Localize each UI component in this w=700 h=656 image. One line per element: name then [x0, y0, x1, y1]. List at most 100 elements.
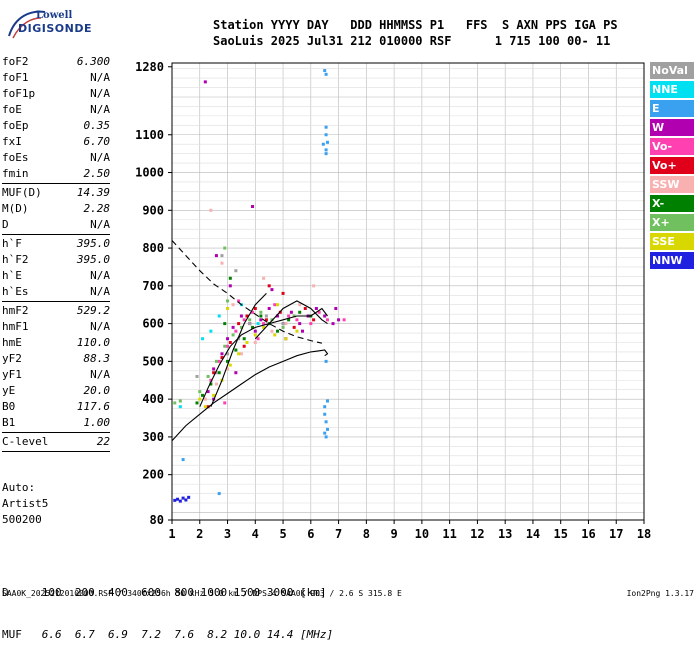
echo-point: [248, 322, 252, 326]
echo-point: [314, 306, 318, 310]
muf-muf-label: MUF: [2, 628, 22, 641]
echo-point: [309, 322, 313, 326]
echo-point: [270, 329, 274, 333]
echo-point: [270, 288, 274, 292]
echo-point: [267, 284, 271, 288]
echo-point: [206, 374, 210, 378]
y-tick-label: 900: [142, 203, 164, 217]
x-tick-label: 14: [526, 527, 540, 541]
legend-item-vo-: Vo+: [650, 157, 694, 174]
y-tick-labels: 80 200 300 400 500 600 700 800 900 1000 1100 1280: [135, 60, 172, 527]
echo-point: [289, 310, 293, 314]
echo-point: [203, 80, 207, 84]
echo-point: [264, 314, 268, 318]
param-value: N/A: [90, 320, 110, 333]
param-row-yf2: yF2 88.3: [2, 351, 110, 367]
echo-point: [228, 276, 232, 280]
param-value: 2.28: [83, 202, 111, 215]
y-tick-label: 600: [142, 317, 164, 331]
trace-line: [254, 300, 328, 340]
param-name: B0: [2, 400, 16, 413]
echo-point: [203, 405, 207, 409]
x-tick-label: 18: [637, 527, 651, 541]
x-tick-label: 15: [553, 527, 567, 541]
echo-point: [323, 412, 327, 416]
echo-point: [223, 246, 227, 250]
y-tick-label: 300: [142, 430, 164, 444]
param-row-fmin: fmin 2.50: [2, 166, 110, 182]
x-tick-label: 10: [415, 527, 429, 541]
echo-point: [176, 497, 180, 501]
echo-point: [300, 329, 304, 333]
param-value: 20.0: [83, 384, 111, 397]
echo-point: [251, 325, 255, 329]
echo-point: [324, 148, 328, 152]
echo-point: [312, 284, 316, 288]
echo-point: [173, 401, 177, 405]
x-tick-label: 8: [363, 527, 370, 541]
y-tick-label: 1000: [135, 166, 164, 180]
param-separator: [2, 451, 110, 452]
param-name: foF1p: [2, 87, 36, 100]
echo-point: [262, 276, 266, 280]
muf-d-label: D: [2, 586, 9, 599]
param-name: fxI: [2, 135, 22, 148]
legend-item-vo-: Vo-: [650, 138, 694, 155]
echo-point: [217, 371, 221, 375]
logo-swoosh-icon: [8, 10, 46, 39]
echo-point: [259, 310, 263, 314]
muf-distance-row: D 100 200 400 600 800 1000 1500 3000 [km…: [2, 586, 333, 600]
echo-point: [284, 337, 288, 341]
echo-point: [234, 371, 238, 375]
echo-point: [178, 399, 182, 403]
param-value: N/A: [90, 285, 110, 298]
echo-point: [295, 318, 299, 322]
param-name: yE: [2, 384, 16, 397]
echo-point: [220, 356, 224, 360]
echo-point: [239, 325, 243, 329]
echo-point: [242, 344, 246, 348]
echo-point: [212, 393, 216, 397]
param-name: h`Es: [2, 285, 29, 298]
logo-text-digisonde: DIGISONDE: [18, 22, 92, 35]
echo-point: [223, 401, 227, 405]
x-tick-label: 17: [609, 527, 623, 541]
echo-point: [214, 382, 218, 386]
legend-item-x-: X-: [650, 195, 694, 212]
echo-point: [234, 269, 238, 273]
echo-point: [173, 498, 177, 502]
echo-point: [181, 496, 185, 500]
echo-point: [324, 72, 328, 76]
station-header: Station YYYY DAY DDD HHMMSS P1 FFS S AXN…: [213, 17, 618, 49]
echo-point: [231, 303, 235, 307]
param-value: N/A: [90, 71, 110, 84]
echo-point: [276, 329, 280, 333]
echo-point: [323, 69, 327, 73]
echo-point: [324, 420, 328, 424]
echo-point: [234, 348, 238, 352]
y-tick-label: 500: [142, 354, 164, 368]
echo-point: [198, 390, 202, 394]
echo-point: [292, 314, 296, 318]
echo-point: [239, 352, 243, 356]
echo-point: [195, 374, 199, 378]
param-row-ye: yE 20.0: [2, 383, 110, 399]
echo-point: [217, 359, 221, 363]
legend-item-nnw: NNW: [650, 252, 694, 269]
echo-point: [273, 303, 277, 307]
muf-value-row: MUF 6.6 6.7 6.9 7.2 7.6 8.2 10.0 14.4 [M…: [2, 628, 333, 642]
param-name: hmF1: [2, 320, 29, 333]
param-row-d: D N/A: [2, 217, 110, 233]
param-row-fof2: foF2 6.300: [2, 54, 110, 70]
echo-point: [226, 352, 230, 356]
param-row-m-d-: M(D) 2.28: [2, 201, 110, 217]
echo-point: [276, 303, 280, 307]
x-tick-labels: 1 2 3 4 5 6 7 8 9 10 11 12 13 14 15 16 17 18: [168, 520, 651, 541]
param-row-h-f: h`F 395.0: [2, 236, 110, 252]
param-name: fmin: [2, 167, 29, 180]
param-value: 14.39: [76, 186, 110, 199]
lowell-logo: [5, 6, 75, 42]
echo-point: [223, 344, 227, 348]
echo-point: [231, 325, 235, 329]
echo-point: [220, 254, 224, 258]
